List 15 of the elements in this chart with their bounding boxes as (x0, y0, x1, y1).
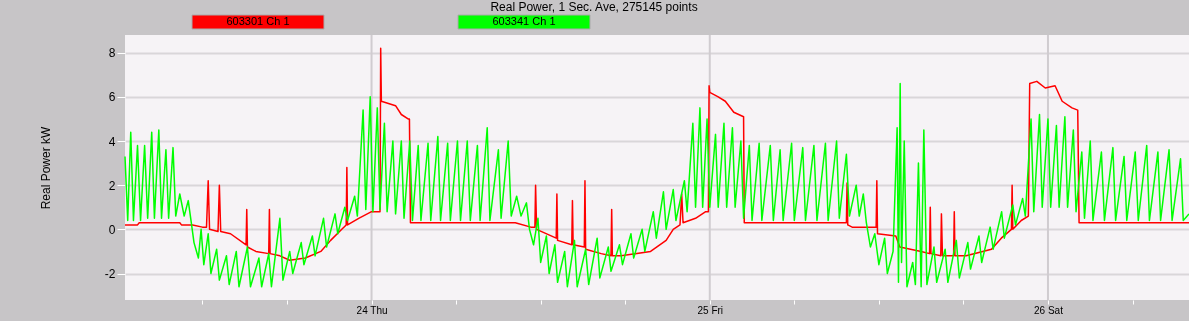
y-tick-label: 0 (108, 222, 116, 237)
line-series (124, 82, 1189, 288)
y-tick-label: 2 (108, 178, 116, 193)
y-tick-label: 4 (108, 134, 116, 149)
chart-title: Real Power, 1 Sec. Ave, 275145 points (490, 0, 698, 14)
x-tick-label: 24 Thu (356, 304, 388, 316)
y-tick-label: 6 (108, 90, 116, 105)
text: 603341 Ch 1 (492, 15, 556, 27)
x-tick-label: 25 Fri (697, 304, 724, 316)
y-tick-label: 8 (108, 46, 116, 61)
x-tick-label: 26 Sat (1034, 304, 1064, 316)
line-series (124, 47, 1189, 261)
y-axis-title: Real Power kW (38, 125, 53, 210)
y-tick-label: -2 (104, 267, 116, 281)
text: 603301 Ch 1 (226, 15, 290, 27)
